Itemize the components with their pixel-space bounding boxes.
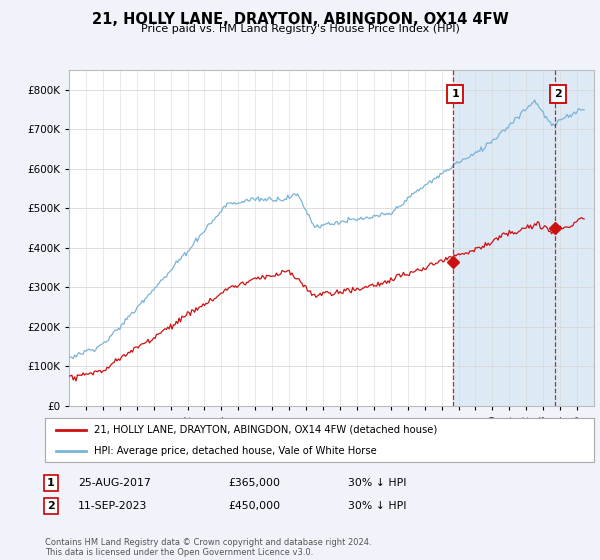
Text: 11-SEP-2023: 11-SEP-2023 [78,501,148,511]
Text: 2: 2 [554,88,562,99]
Text: 1: 1 [451,88,459,99]
Text: Price paid vs. HM Land Registry's House Price Index (HPI): Price paid vs. HM Land Registry's House … [140,24,460,34]
Text: £365,000: £365,000 [228,478,280,488]
Text: 25-AUG-2017: 25-AUG-2017 [78,478,151,488]
Text: 21, HOLLY LANE, DRAYTON, ABINGDON, OX14 4FW (detached house): 21, HOLLY LANE, DRAYTON, ABINGDON, OX14 … [94,424,437,435]
Text: 2: 2 [47,501,55,511]
Text: 30% ↓ HPI: 30% ↓ HPI [348,478,407,488]
Text: 30% ↓ HPI: 30% ↓ HPI [348,501,407,511]
Text: 21, HOLLY LANE, DRAYTON, ABINGDON, OX14 4FW: 21, HOLLY LANE, DRAYTON, ABINGDON, OX14 … [92,12,508,27]
Text: £450,000: £450,000 [228,501,280,511]
Text: Contains HM Land Registry data © Crown copyright and database right 2024.
This d: Contains HM Land Registry data © Crown c… [45,538,371,557]
Text: 1: 1 [47,478,55,488]
Bar [452,70,594,406]
Text: HPI: Average price, detached house, Vale of White Horse: HPI: Average price, detached house, Vale… [94,446,377,456]
